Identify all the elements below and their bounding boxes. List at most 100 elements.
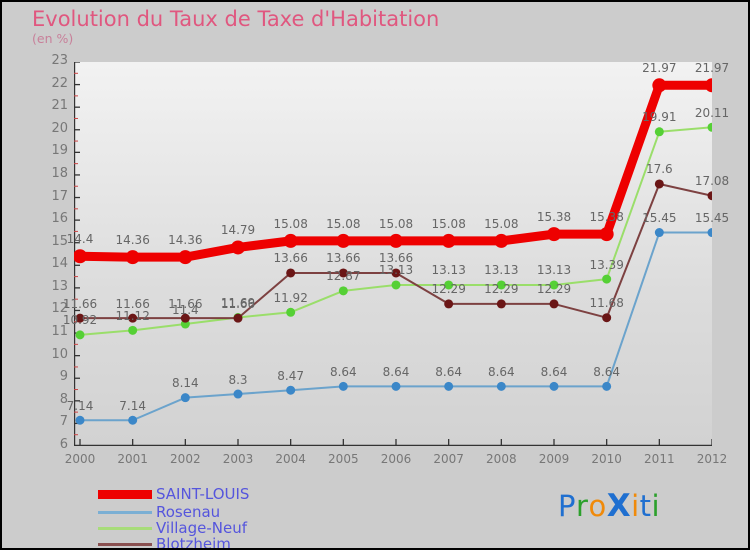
x-axis-tick-label: 2003 (222, 452, 254, 466)
logo-letter-p: P (558, 489, 576, 523)
x-axis-tick-label: 2002 (170, 452, 201, 466)
logo-letter-x: X (606, 488, 632, 524)
x-axis-tick-label: 2006 (380, 452, 412, 466)
data-point (602, 313, 612, 323)
y-axis-tick-label: 17 (51, 188, 68, 204)
data-point (233, 313, 243, 323)
data-point (444, 299, 454, 309)
data-point (338, 381, 348, 391)
data-point (654, 127, 664, 137)
chart-subtitle: (en %) (32, 31, 74, 46)
data-point (599, 227, 614, 242)
x-axis-tick-label: 2000 (64, 452, 96, 466)
y-axis-tick-label: 19 (51, 143, 68, 159)
y-axis-tick-label: 20 (51, 120, 68, 136)
data-point (178, 250, 193, 265)
data-point (707, 228, 712, 238)
y-axis-tick-label: 7 (59, 414, 68, 430)
data-point (283, 233, 298, 248)
page-title: Evolution du Taux de Taxe d'Habitation (32, 7, 440, 31)
y-axis-tick-label: 11 (51, 324, 68, 340)
data-point (496, 381, 506, 391)
y-axis-tick-label: 15 (51, 233, 68, 249)
data-point (496, 280, 506, 290)
title-block: Evolution du Taux de Taxe d'Habitation (… (32, 6, 632, 46)
data-point (338, 286, 348, 296)
logo-letter-t: t (639, 489, 652, 523)
data-point (75, 330, 85, 340)
data-point (707, 122, 712, 132)
data-point (75, 313, 85, 323)
y-axis-tick-label: 23 (51, 53, 68, 68)
data-point (128, 415, 138, 425)
legend-color-swatch (98, 542, 152, 546)
legend-label: SAINT-LOUIS (156, 485, 250, 503)
data-point (707, 191, 712, 201)
legend-label: Blotzheim (156, 535, 231, 550)
y-axis-tick-label: 6 (59, 437, 68, 452)
x-axis-tick-label: 2001 (117, 452, 148, 466)
data-point (549, 280, 559, 290)
proxiti-logo: ProXiti (558, 488, 660, 524)
data-point (391, 280, 401, 290)
y-axis-tick-label: 13 (51, 278, 68, 294)
x-axis-tick-label: 2011 (644, 452, 675, 466)
y-axis-tick-label: 8 (59, 391, 68, 407)
legend-color-swatch (98, 526, 152, 530)
data-point (128, 313, 138, 323)
logo-letter-r: r (576, 489, 589, 523)
data-point (286, 385, 296, 395)
y-axis-tick-label: 16 (51, 211, 68, 227)
data-point (231, 240, 245, 255)
x-axis-tick-label: 2004 (275, 452, 306, 466)
data-point (549, 381, 559, 391)
data-point (233, 389, 243, 399)
data-point (444, 381, 454, 391)
series-line (79, 126, 712, 336)
legend-color-swatch (98, 489, 152, 499)
y-axis-tick-label: 12 (51, 301, 68, 317)
data-point (125, 250, 140, 265)
data-point (286, 307, 296, 317)
legend-label: Village-Neuf (156, 519, 248, 537)
legend-item-rosenau[interactable]: Rosenau (98, 504, 398, 520)
y-axis-tick-label: 22 (51, 75, 68, 91)
series-line (75, 80, 712, 262)
x-axis-tick-label: 2005 (328, 452, 359, 466)
data-point (336, 233, 351, 248)
legend-item-saint-louis[interactable]: SAINT-LOUIS (98, 484, 398, 504)
y-axis-tick-label: 9 (59, 369, 68, 385)
y-axis-tick-label: 18 (51, 165, 68, 181)
plot-area: 7.14 7.14 8.14 8.3 8.47 8.64 8.64 8.64 8.64 8.64 8… (63, 61, 729, 446)
data-point (180, 393, 190, 403)
logo-letter-i2: i (651, 489, 661, 523)
data-point (338, 268, 348, 278)
data-point (547, 227, 561, 242)
y-axis-tick-label: 21 (51, 98, 68, 114)
legend-label: Rosenau (156, 503, 221, 521)
data-point (602, 274, 612, 284)
data-point (75, 415, 85, 425)
data-point (602, 381, 612, 391)
data-point (441, 233, 456, 248)
logo-letter-i1: i (631, 489, 640, 523)
data-point (549, 299, 559, 309)
data-point (654, 228, 664, 238)
data-point (74, 249, 87, 264)
data-point (496, 299, 506, 309)
data-point (654, 179, 664, 189)
logo-letter-o: o (588, 489, 607, 523)
data-point (705, 78, 712, 93)
data-point (652, 78, 667, 93)
x-axis-tick-label: 2009 (538, 452, 570, 466)
data-point (128, 325, 138, 335)
data-point (286, 268, 296, 278)
data-point (444, 280, 454, 290)
y-axis-tick-label: 14 (51, 256, 68, 272)
x-axis-tick-label: 2007 (433, 452, 464, 466)
x-axis-tick-label: 2008 (486, 452, 517, 466)
x-axis-tick-label: 2012 (696, 452, 728, 466)
legend-item-village-neuf[interactable]: Village-Neuf (98, 520, 398, 536)
legend-item-blotzheim[interactable]: Blotzheim (98, 535, 398, 550)
